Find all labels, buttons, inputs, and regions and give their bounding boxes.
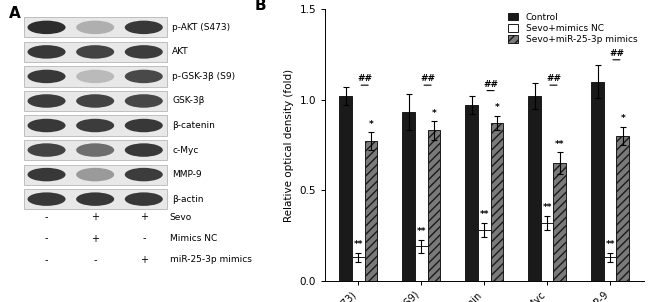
Bar bbox=[339, 96, 352, 281]
FancyBboxPatch shape bbox=[23, 42, 166, 62]
Text: -: - bbox=[45, 255, 48, 265]
FancyBboxPatch shape bbox=[23, 140, 166, 160]
Bar bbox=[528, 96, 541, 281]
Text: ##: ## bbox=[609, 49, 624, 58]
Text: **: ** bbox=[417, 227, 426, 236]
Text: AKT: AKT bbox=[172, 47, 189, 56]
Bar bbox=[465, 105, 478, 281]
Text: -: - bbox=[45, 233, 48, 244]
Text: **: ** bbox=[605, 240, 615, 249]
Bar bbox=[554, 163, 566, 281]
Bar bbox=[604, 257, 616, 281]
Text: +: + bbox=[91, 233, 99, 244]
Text: *: * bbox=[432, 109, 436, 118]
FancyBboxPatch shape bbox=[23, 91, 166, 111]
Bar bbox=[365, 141, 377, 281]
Ellipse shape bbox=[76, 119, 114, 132]
Bar bbox=[352, 257, 365, 281]
Text: MMP-9: MMP-9 bbox=[172, 170, 202, 179]
Ellipse shape bbox=[27, 119, 66, 132]
Ellipse shape bbox=[27, 143, 66, 157]
Ellipse shape bbox=[27, 45, 66, 59]
Text: p-AKT (S473): p-AKT (S473) bbox=[172, 23, 231, 32]
Ellipse shape bbox=[125, 192, 162, 206]
Ellipse shape bbox=[27, 192, 66, 206]
Ellipse shape bbox=[76, 45, 114, 59]
FancyBboxPatch shape bbox=[23, 115, 166, 136]
Text: -: - bbox=[142, 233, 146, 244]
Ellipse shape bbox=[27, 70, 66, 83]
Bar bbox=[592, 82, 604, 281]
Ellipse shape bbox=[125, 119, 162, 132]
Text: *: * bbox=[620, 114, 625, 123]
Ellipse shape bbox=[27, 94, 66, 108]
Text: p-GSK-3β (S9): p-GSK-3β (S9) bbox=[172, 72, 235, 81]
Bar bbox=[402, 112, 415, 281]
Text: +: + bbox=[140, 212, 148, 223]
Text: -: - bbox=[94, 255, 97, 265]
Ellipse shape bbox=[76, 70, 114, 83]
Text: GSK-3β: GSK-3β bbox=[172, 96, 205, 105]
Text: **: ** bbox=[480, 210, 489, 219]
Text: β-catenin: β-catenin bbox=[172, 121, 215, 130]
Legend: Control, Sevo+mimics NC, Sevo+miR-25-3p mimics: Control, Sevo+mimics NC, Sevo+miR-25-3p … bbox=[506, 11, 639, 46]
Ellipse shape bbox=[125, 94, 162, 108]
Ellipse shape bbox=[27, 21, 66, 34]
Text: Sevo: Sevo bbox=[170, 213, 192, 222]
Bar bbox=[478, 230, 491, 281]
Text: **: ** bbox=[354, 240, 363, 249]
Text: A: A bbox=[9, 6, 21, 21]
Ellipse shape bbox=[76, 143, 114, 157]
Bar bbox=[415, 246, 428, 281]
Ellipse shape bbox=[125, 21, 162, 34]
FancyBboxPatch shape bbox=[23, 189, 166, 209]
Text: ##: ## bbox=[357, 74, 372, 83]
FancyBboxPatch shape bbox=[23, 165, 166, 185]
Ellipse shape bbox=[125, 70, 162, 83]
FancyBboxPatch shape bbox=[23, 17, 166, 37]
Ellipse shape bbox=[76, 21, 114, 34]
Text: **: ** bbox=[555, 140, 565, 149]
Y-axis label: Relative optical density (fold): Relative optical density (fold) bbox=[284, 68, 294, 222]
Text: **: ** bbox=[543, 203, 552, 212]
Text: β-actin: β-actin bbox=[172, 194, 204, 204]
Text: -: - bbox=[45, 212, 48, 223]
Bar bbox=[491, 123, 503, 281]
Text: B: B bbox=[255, 0, 266, 13]
Bar bbox=[428, 130, 440, 281]
Ellipse shape bbox=[76, 168, 114, 181]
Text: ##: ## bbox=[483, 80, 498, 89]
Ellipse shape bbox=[125, 45, 162, 59]
Ellipse shape bbox=[76, 94, 114, 108]
Bar bbox=[541, 223, 554, 281]
Ellipse shape bbox=[125, 168, 162, 181]
Text: *: * bbox=[495, 103, 499, 112]
Text: miR-25-3p mimics: miR-25-3p mimics bbox=[170, 255, 252, 264]
Text: c-Myc: c-Myc bbox=[172, 146, 199, 155]
Ellipse shape bbox=[125, 143, 162, 157]
Text: *: * bbox=[369, 120, 373, 129]
Text: Mimics NC: Mimics NC bbox=[170, 234, 216, 243]
Bar bbox=[616, 136, 629, 281]
Ellipse shape bbox=[76, 192, 114, 206]
Text: +: + bbox=[91, 212, 99, 223]
Text: +: + bbox=[140, 255, 148, 265]
Text: ##: ## bbox=[546, 74, 561, 83]
Ellipse shape bbox=[27, 168, 66, 181]
FancyBboxPatch shape bbox=[23, 66, 166, 86]
Text: ##: ## bbox=[420, 74, 435, 83]
